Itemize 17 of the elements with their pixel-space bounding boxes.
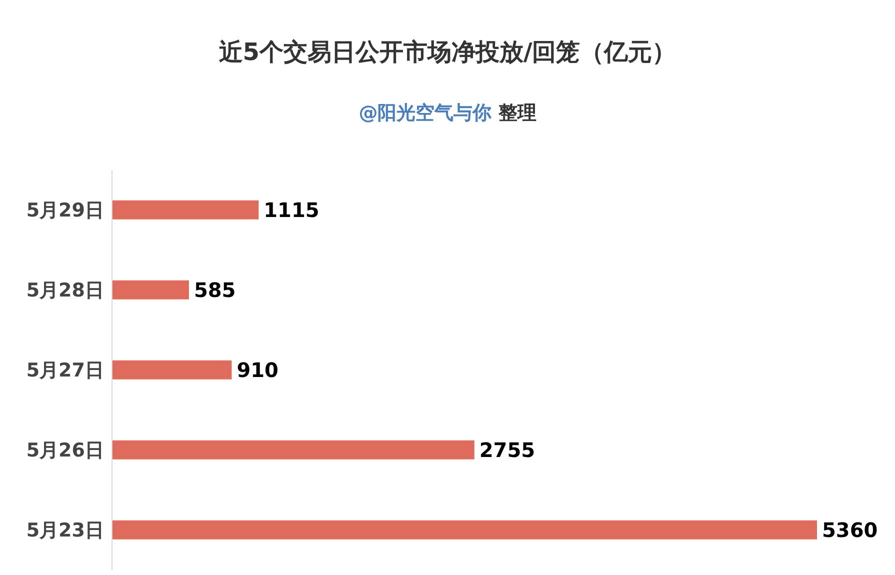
data-label: 1115 [264,198,320,222]
y-tick-label: 5月23日 [26,520,104,542]
bar [112,280,189,300]
data-label: 585 [194,278,236,302]
chart-title: 近5个交易日公开市场净投放/回笼（亿元） [218,37,678,68]
y-tick-label: 5月28日 [26,280,104,302]
y-tick-label: 5月27日 [26,360,104,382]
y-tick-label: 5月29日 [26,200,104,222]
y-tick-label: 5月26日 [26,440,104,462]
data-label: 5360 [822,518,878,542]
bar [112,360,232,380]
bar [112,520,817,540]
data-label: 2755 [479,438,536,462]
bar [112,200,259,220]
chart-subtitle: @阳光空气与你 整理 [358,102,536,124]
data-label: 910 [236,358,278,382]
bar [112,440,474,460]
